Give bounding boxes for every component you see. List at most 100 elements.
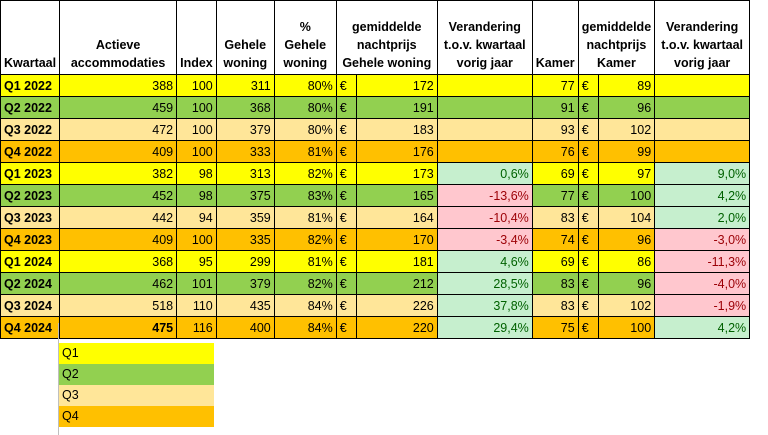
cell-gem-gehele: 212 xyxy=(355,272,438,295)
cell-index: 100 xyxy=(176,74,217,97)
euro-symbol: € xyxy=(581,122,589,137)
cell-actieve: 459 xyxy=(59,96,178,119)
cell-gehele: 379 xyxy=(215,118,275,141)
euro-symbol: € xyxy=(581,188,589,203)
cell-pct-gehele: 80% xyxy=(273,118,337,141)
header-index: Index xyxy=(176,0,217,75)
legend-item-q2: Q2 xyxy=(59,364,214,385)
euro-symbol: € xyxy=(339,320,347,335)
cell-kamer: 77 xyxy=(531,184,579,207)
cell-gem-gehele: 183 xyxy=(355,118,438,141)
cell-euro-symbol: € xyxy=(577,272,599,295)
cell-euro-symbol: € xyxy=(335,96,357,119)
cell-kwartaal: Q2 2024 xyxy=(0,272,61,295)
cell-gehele: 400 xyxy=(215,316,275,339)
cell-euro-symbol: € xyxy=(577,140,599,163)
cell-index: 94 xyxy=(176,206,217,229)
cell-euro-symbol: € xyxy=(335,162,357,185)
cell-euro-symbol: € xyxy=(577,162,599,185)
euro-symbol: € xyxy=(339,144,347,159)
euro-symbol: € xyxy=(339,232,347,247)
cell-ver-gehele: -13,6% xyxy=(436,184,533,207)
cell-gem-kamer: 86 xyxy=(597,250,656,273)
cell-kamer: 76 xyxy=(531,140,579,163)
table-row: Q2 2024 462 101 379 82% €212 28,5% 83 €96 -4,0% xyxy=(0,272,751,295)
cell-kwartaal: Q4 2024 xyxy=(0,316,61,339)
table-row: Q4 2024 475 116 400 84% €220 29,4% 75 €100 4,2% xyxy=(0,316,751,339)
cell-kwartaal: Q2 2023 xyxy=(0,184,61,207)
cell-ver-kamer xyxy=(654,118,751,141)
cell-gem-gehele: 173 xyxy=(355,162,438,185)
cell-ver-kamer: -1,9% xyxy=(654,294,751,317)
cell-euro-symbol: € xyxy=(335,206,357,229)
euro-symbol: € xyxy=(581,276,589,291)
header-kamer: Kamer xyxy=(531,0,579,75)
cell-gem-gehele: 191 xyxy=(355,96,438,119)
cell-index: 100 xyxy=(176,140,217,163)
cell-ver-gehele: -3,4% xyxy=(436,228,533,251)
cell-kamer: 75 xyxy=(531,316,579,339)
table-body: Q1 2022 388 100 311 80% €172 77 €89 Q2 2022 459 10… xyxy=(0,74,751,339)
cell-actieve: 518 xyxy=(59,294,178,317)
euro-symbol: € xyxy=(339,122,347,137)
table-row: Q3 2022 472 100 379 80% €183 93 €102 xyxy=(0,118,751,141)
euro-symbol: € xyxy=(339,188,347,203)
cell-euro-symbol: € xyxy=(577,316,599,339)
cell-gehele: 435 xyxy=(215,294,275,317)
cell-gem-kamer: 96 xyxy=(597,228,656,251)
euro-symbol: € xyxy=(581,210,589,225)
cell-kamer: 69 xyxy=(531,162,579,185)
cell-ver-gehele: 0,6% xyxy=(436,162,533,185)
cell-pct-gehele: 81% xyxy=(273,250,337,273)
cell-gehele: 359 xyxy=(215,206,275,229)
cell-ver-gehele xyxy=(436,74,533,97)
cell-gem-gehele: 181 xyxy=(355,250,438,273)
cell-pct-gehele: 83% xyxy=(273,184,337,207)
cell-index: 110 xyxy=(176,294,217,317)
header-ver-gehele: Verandering t.o.v. kwartaal vorig jaar xyxy=(436,0,533,75)
table-row: Q2 2023 452 98 375 83% €165 -13,6% 77 €100 4,2% xyxy=(0,184,751,207)
cell-kamer: 83 xyxy=(531,206,579,229)
cell-euro-symbol: € xyxy=(577,118,599,141)
cell-index: 101 xyxy=(176,272,217,295)
cell-kamer: 93 xyxy=(531,118,579,141)
cell-gehele: 299 xyxy=(215,250,275,273)
euro-symbol: € xyxy=(339,78,347,93)
header-ver-kamer: Verandering t.o.v. kwartaal vorig jaar xyxy=(654,0,751,75)
cell-actieve: 472 xyxy=(59,118,178,141)
euro-symbol: € xyxy=(339,166,347,181)
cell-pct-gehele: 81% xyxy=(273,206,337,229)
cell-ver-kamer xyxy=(654,140,751,163)
legend-item-q1: Q1 xyxy=(59,343,214,364)
cell-gem-gehele: 220 xyxy=(355,316,438,339)
cell-pct-gehele: 81% xyxy=(273,140,337,163)
cell-kamer: 69 xyxy=(531,250,579,273)
euro-symbol: € xyxy=(339,210,347,225)
cell-index: 116 xyxy=(176,316,217,339)
legend-item-q3: Q3 xyxy=(59,385,214,406)
header-actieve: Actieve accommodaties xyxy=(59,0,178,75)
euro-symbol: € xyxy=(581,254,589,269)
cell-index: 100 xyxy=(176,96,217,119)
table-row: Q4 2022 409 100 333 81% €176 76 €99 xyxy=(0,140,751,163)
cell-ver-gehele: 28,5% xyxy=(436,272,533,295)
cell-ver-kamer: -11,3% xyxy=(654,250,751,273)
cell-gem-gehele: 226 xyxy=(355,294,438,317)
cell-actieve: 452 xyxy=(59,184,178,207)
cell-gehele: 311 xyxy=(215,74,275,97)
cell-kwartaal: Q3 2024 xyxy=(0,294,61,317)
cell-gem-gehele: 176 xyxy=(355,140,438,163)
cell-pct-gehele: 84% xyxy=(273,294,337,317)
cell-gehele: 313 xyxy=(215,162,275,185)
cell-pct-gehele: 82% xyxy=(273,228,337,251)
cell-kwartaal: Q1 2024 xyxy=(0,250,61,273)
cell-kwartaal: Q3 2023 xyxy=(0,206,61,229)
cell-kwartaal: Q1 2023 xyxy=(0,162,61,185)
cell-pct-gehele: 84% xyxy=(273,316,337,339)
euro-symbol: € xyxy=(581,144,589,159)
euro-symbol: € xyxy=(581,298,589,313)
legend-item-q4: Q4 xyxy=(59,406,214,427)
cell-ver-gehele: 37,8% xyxy=(436,294,533,317)
cell-actieve: 475 xyxy=(59,316,178,339)
cell-gem-gehele: 170 xyxy=(355,228,438,251)
